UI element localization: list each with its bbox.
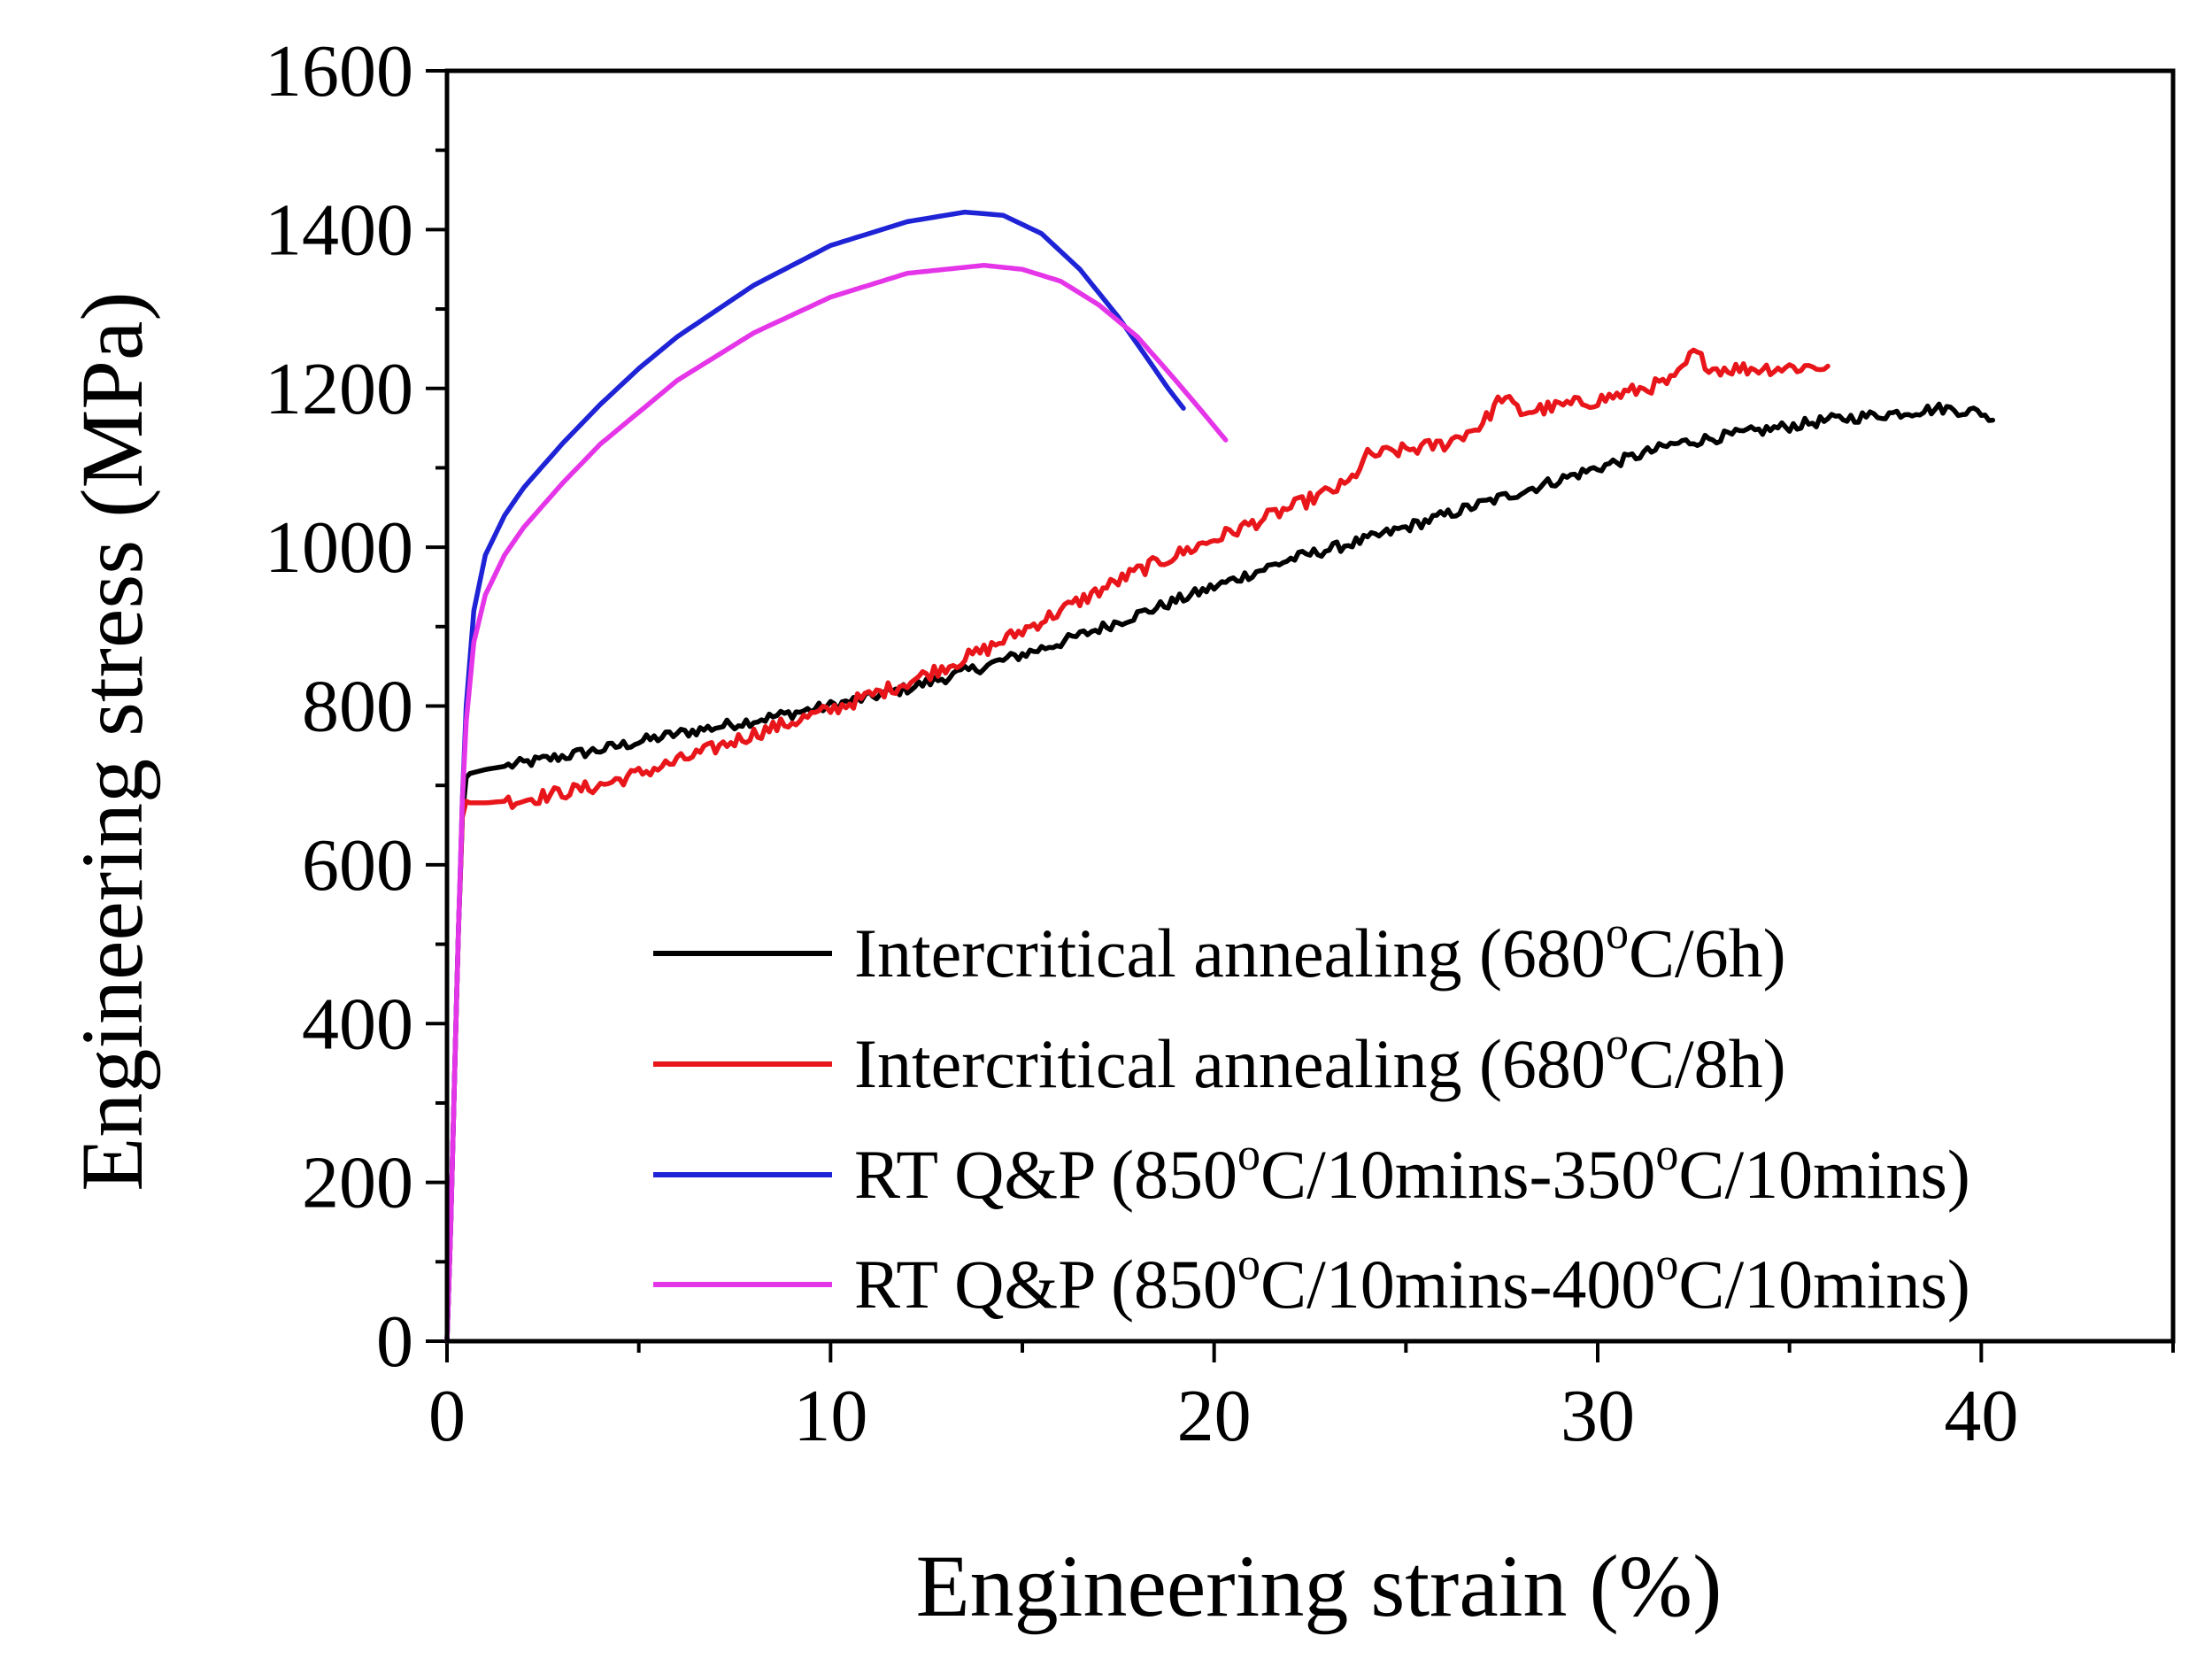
x-tick-label: 20 bbox=[1177, 1375, 1252, 1457]
legend: Intercritical annealing (680oC/6h) Interc… bbox=[653, 908, 1970, 1323]
series-line-3 bbox=[444, 209, 1186, 1344]
x-tick-label: 10 bbox=[793, 1375, 867, 1457]
legend-label-2: Intercritical annealing (680oC/8h) bbox=[854, 1019, 1786, 1102]
y-tick-label: 800 bbox=[302, 666, 413, 748]
series-line-2 bbox=[444, 347, 1830, 1344]
y-tick-label: 200 bbox=[302, 1142, 413, 1224]
plot-frame bbox=[444, 68, 2176, 1344]
y-tick-label: 400 bbox=[302, 983, 413, 1065]
x-tick-labels: 0 10 20 30 40 bbox=[428, 1375, 2018, 1457]
x-tick-label: 30 bbox=[1561, 1375, 1635, 1457]
series-line-4 bbox=[444, 262, 1229, 1344]
y-axis-title: Engineering stress (MPa) bbox=[63, 291, 161, 1191]
y-tick-label: 1600 bbox=[265, 30, 413, 112]
y-tick-label: 1400 bbox=[265, 189, 413, 271]
legend-label-1: Intercritical annealing (680oC/6h) bbox=[854, 908, 1786, 992]
legend-label-3: RT Q&P (850oC/10mins-350oC/10mins) bbox=[854, 1130, 1970, 1213]
series-line-1 bbox=[444, 401, 1996, 1344]
y-tick-label: 1200 bbox=[265, 348, 413, 430]
legend-label-4: RT Q&P (850oC/10mins-400oC/10mins) bbox=[854, 1239, 1970, 1323]
x-tick-label: 0 bbox=[428, 1375, 466, 1457]
y-tick-label: 600 bbox=[302, 824, 413, 907]
y-tick-labels: 0 200 400 600 800 1000 1200 1400 1600 bbox=[265, 30, 413, 1383]
x-axis-title: Engineering strain (%) bbox=[916, 1537, 1723, 1635]
series-lines bbox=[444, 209, 1996, 1344]
x-tick-label: 40 bbox=[1944, 1375, 2018, 1457]
major-ticks bbox=[426, 69, 1984, 1362]
y-tick-label: 0 bbox=[376, 1300, 413, 1383]
y-tick-label: 1000 bbox=[265, 506, 413, 589]
